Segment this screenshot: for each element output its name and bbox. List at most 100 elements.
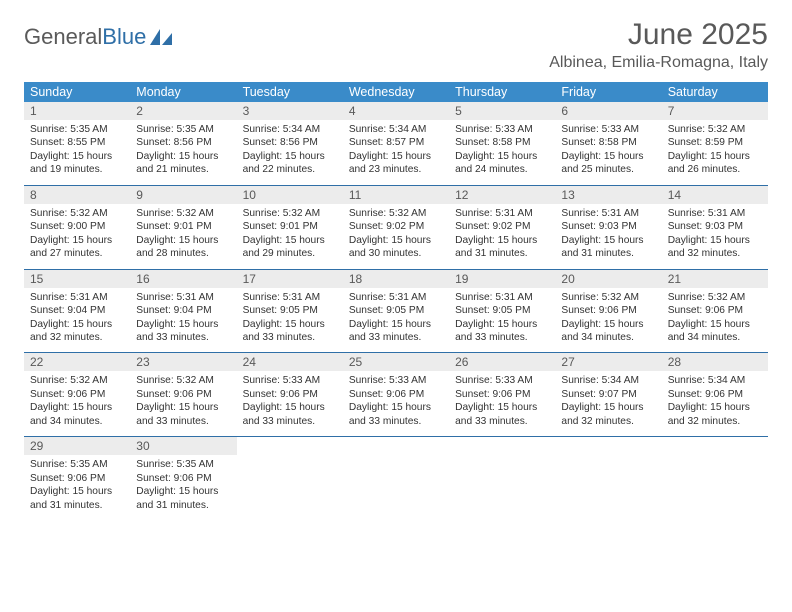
- sunset-value: 9:06 PM: [67, 389, 105, 400]
- daynum-row: 1234567: [24, 102, 768, 120]
- dow-wednesday: Wednesday: [343, 82, 449, 102]
- day-detail-cell: Sunrise: 5:31 AMSunset: 9:05 PM Daylight:…: [343, 288, 449, 353]
- day-detail-cell: Sunrise: 5:34 AMSunset: 8:56 PMDaylight:…: [237, 120, 343, 185]
- sunset-label: Sunset:: [349, 221, 386, 232]
- sunrise-label: Sunrise:: [349, 292, 389, 303]
- sunrise-label: Sunrise:: [243, 208, 283, 219]
- dow-friday: Friday: [555, 82, 661, 102]
- sunrise-label: Sunrise:: [136, 208, 176, 219]
- day-number-cell: 28: [662, 353, 768, 371]
- sunrise-label: Sunrise:: [136, 124, 176, 135]
- sunrise-value: 5:34 AM: [708, 375, 745, 386]
- sunrise-label: Sunrise:: [455, 375, 495, 386]
- daylight-label: Daylight:: [561, 151, 603, 162]
- sunset-value: 9:06 PM: [386, 389, 424, 400]
- sunrise-label: Sunrise:: [668, 208, 708, 219]
- sunset-value: 9:01 PM: [280, 221, 318, 232]
- daylight-label: Daylight:: [349, 319, 391, 330]
- logo-text-blue: Blue: [102, 24, 146, 50]
- day-detail-cell: Sunrise: 5:31 AMSunset: 9:03 PMDaylight:…: [662, 204, 768, 269]
- sunset-value: 9:00 PM: [67, 221, 105, 232]
- day-number-cell: 19: [449, 270, 555, 288]
- sunrise-value: 5:31 AM: [283, 292, 320, 303]
- sunset-value: 9:04 PM: [174, 305, 212, 316]
- sunset-label: Sunset:: [349, 137, 386, 148]
- day-number-cell: 8: [24, 186, 130, 204]
- sunset-label: Sunset:: [349, 305, 386, 316]
- day-number-cell: 20: [555, 270, 661, 288]
- daylight-label: Daylight:: [30, 319, 72, 330]
- calendar-table: Sunday Monday Tuesday Wednesday Thursday…: [24, 82, 768, 520]
- sunrise-label: Sunrise:: [349, 375, 389, 386]
- sunset-label: Sunset:: [668, 221, 705, 232]
- sunset-value: 9:06 PM: [705, 389, 743, 400]
- sunset-label: Sunset:: [561, 137, 598, 148]
- sunrise-label: Sunrise:: [30, 208, 70, 219]
- day-detail-cell: Sunrise: 5:35 AMSunset: 8:55 PMDaylight:…: [24, 120, 130, 185]
- sunset-value: 9:06 PM: [493, 389, 531, 400]
- daylight-label: Daylight:: [561, 319, 603, 330]
- sunset-label: Sunset:: [243, 221, 280, 232]
- sunrise-label: Sunrise:: [243, 124, 283, 135]
- daylight-label: Daylight:: [243, 151, 285, 162]
- day-number-cell: [343, 437, 449, 455]
- day-number-cell: 4: [343, 102, 449, 120]
- day-detail-cell: Sunrise: 5:32 AMSunset: 9:06 PMDaylight:…: [24, 371, 130, 436]
- sunrise-label: Sunrise:: [668, 292, 708, 303]
- dow-tuesday: Tuesday: [237, 82, 343, 102]
- sunrise-label: Sunrise:: [455, 208, 495, 219]
- daynum-row: 15161718192021: [24, 270, 768, 288]
- daylight-label: Daylight:: [243, 402, 285, 413]
- day-detail-cell: Sunrise: 5:33 AMSunset: 8:58 PMDaylight:…: [449, 120, 555, 185]
- dow-row: Sunday Monday Tuesday Wednesday Thursday…: [24, 82, 768, 102]
- sunset-label: Sunset:: [136, 305, 173, 316]
- sunset-label: Sunset:: [136, 137, 173, 148]
- detail-row: Sunrise: 5:32 AM Sunset: 9:06 PM Daylight:…: [24, 371, 768, 436]
- sunset-value: 9:05 PM: [386, 305, 424, 316]
- sunrise-value: 5:32 AM: [176, 375, 213, 386]
- sunset-label: Sunset:: [455, 389, 492, 400]
- sunrise-value: 5:32 AM: [708, 292, 745, 303]
- logo: GeneralBlue: [24, 24, 174, 50]
- day-number-cell: 29: [24, 437, 130, 455]
- day-detail-cell: Sunrise: 5:33 AMSunset: 9:06 PMDaylight:…: [343, 371, 449, 436]
- sunrise-value: 5:31 AM: [389, 292, 426, 303]
- day-number-cell: [555, 437, 661, 455]
- sunrise-label: Sunrise:: [455, 292, 495, 303]
- day-number-cell: 11: [343, 186, 449, 204]
- sunrise-label: Sunrise:: [30, 459, 70, 470]
- daylight-label: Daylight:: [243, 319, 285, 330]
- daylight-label: Daylight:: [455, 402, 497, 413]
- sunset-label: Sunset:: [455, 137, 492, 148]
- sunset-value: 9:05 PM: [280, 305, 318, 316]
- daylight-label: Daylight:: [455, 235, 497, 246]
- sunset-label: Sunset:: [243, 305, 280, 316]
- sunrise-value: 5:32 AM: [70, 375, 107, 386]
- logo-text-gray: General: [24, 24, 102, 50]
- day-number-cell: 13: [555, 186, 661, 204]
- daylight-label: Daylight:: [349, 151, 391, 162]
- daylight-label: Daylight:: [243, 235, 285, 246]
- sunrise-value: 5:32 AM: [708, 124, 745, 135]
- day-detail-cell: Sunrise: 5:33 AMSunset: 8:58 PMDaylight:…: [555, 120, 661, 185]
- day-number-cell: 2: [130, 102, 236, 120]
- day-detail-cell: Sunrise: 5:32 AMSunset: 9:06 PMDaylight:…: [662, 288, 768, 353]
- sunset-value: 8:56 PM: [280, 137, 318, 148]
- sunrise-value: 5:33 AM: [602, 124, 639, 135]
- daylight-label: Daylight:: [136, 319, 178, 330]
- day-number-cell: 17: [237, 270, 343, 288]
- daynum-row: 891011121314: [24, 186, 768, 204]
- day-detail-cell: Sunrise: 5:33 AMSunset: 9:06 PMDaylight:…: [449, 371, 555, 436]
- day-number-cell: 1: [24, 102, 130, 120]
- sunrise-label: Sunrise:: [561, 124, 601, 135]
- daylight-label: Daylight:: [561, 402, 603, 413]
- day-number-cell: 9: [130, 186, 236, 204]
- day-detail-cell: Sunrise: 5:35 AMSunset: 8:56 PMDaylight:…: [130, 120, 236, 185]
- sunrise-value: 5:33 AM: [283, 375, 320, 386]
- sunrise-label: Sunrise:: [136, 375, 176, 386]
- day-number-cell: 25: [343, 353, 449, 371]
- detail-row: Sunrise: 5:31 AMSunset: 9:04 PMDaylight:…: [24, 288, 768, 353]
- daylight-label: Daylight:: [668, 235, 710, 246]
- sunrise-value: 5:33 AM: [389, 375, 426, 386]
- sunrise-value: 5:31 AM: [602, 208, 639, 219]
